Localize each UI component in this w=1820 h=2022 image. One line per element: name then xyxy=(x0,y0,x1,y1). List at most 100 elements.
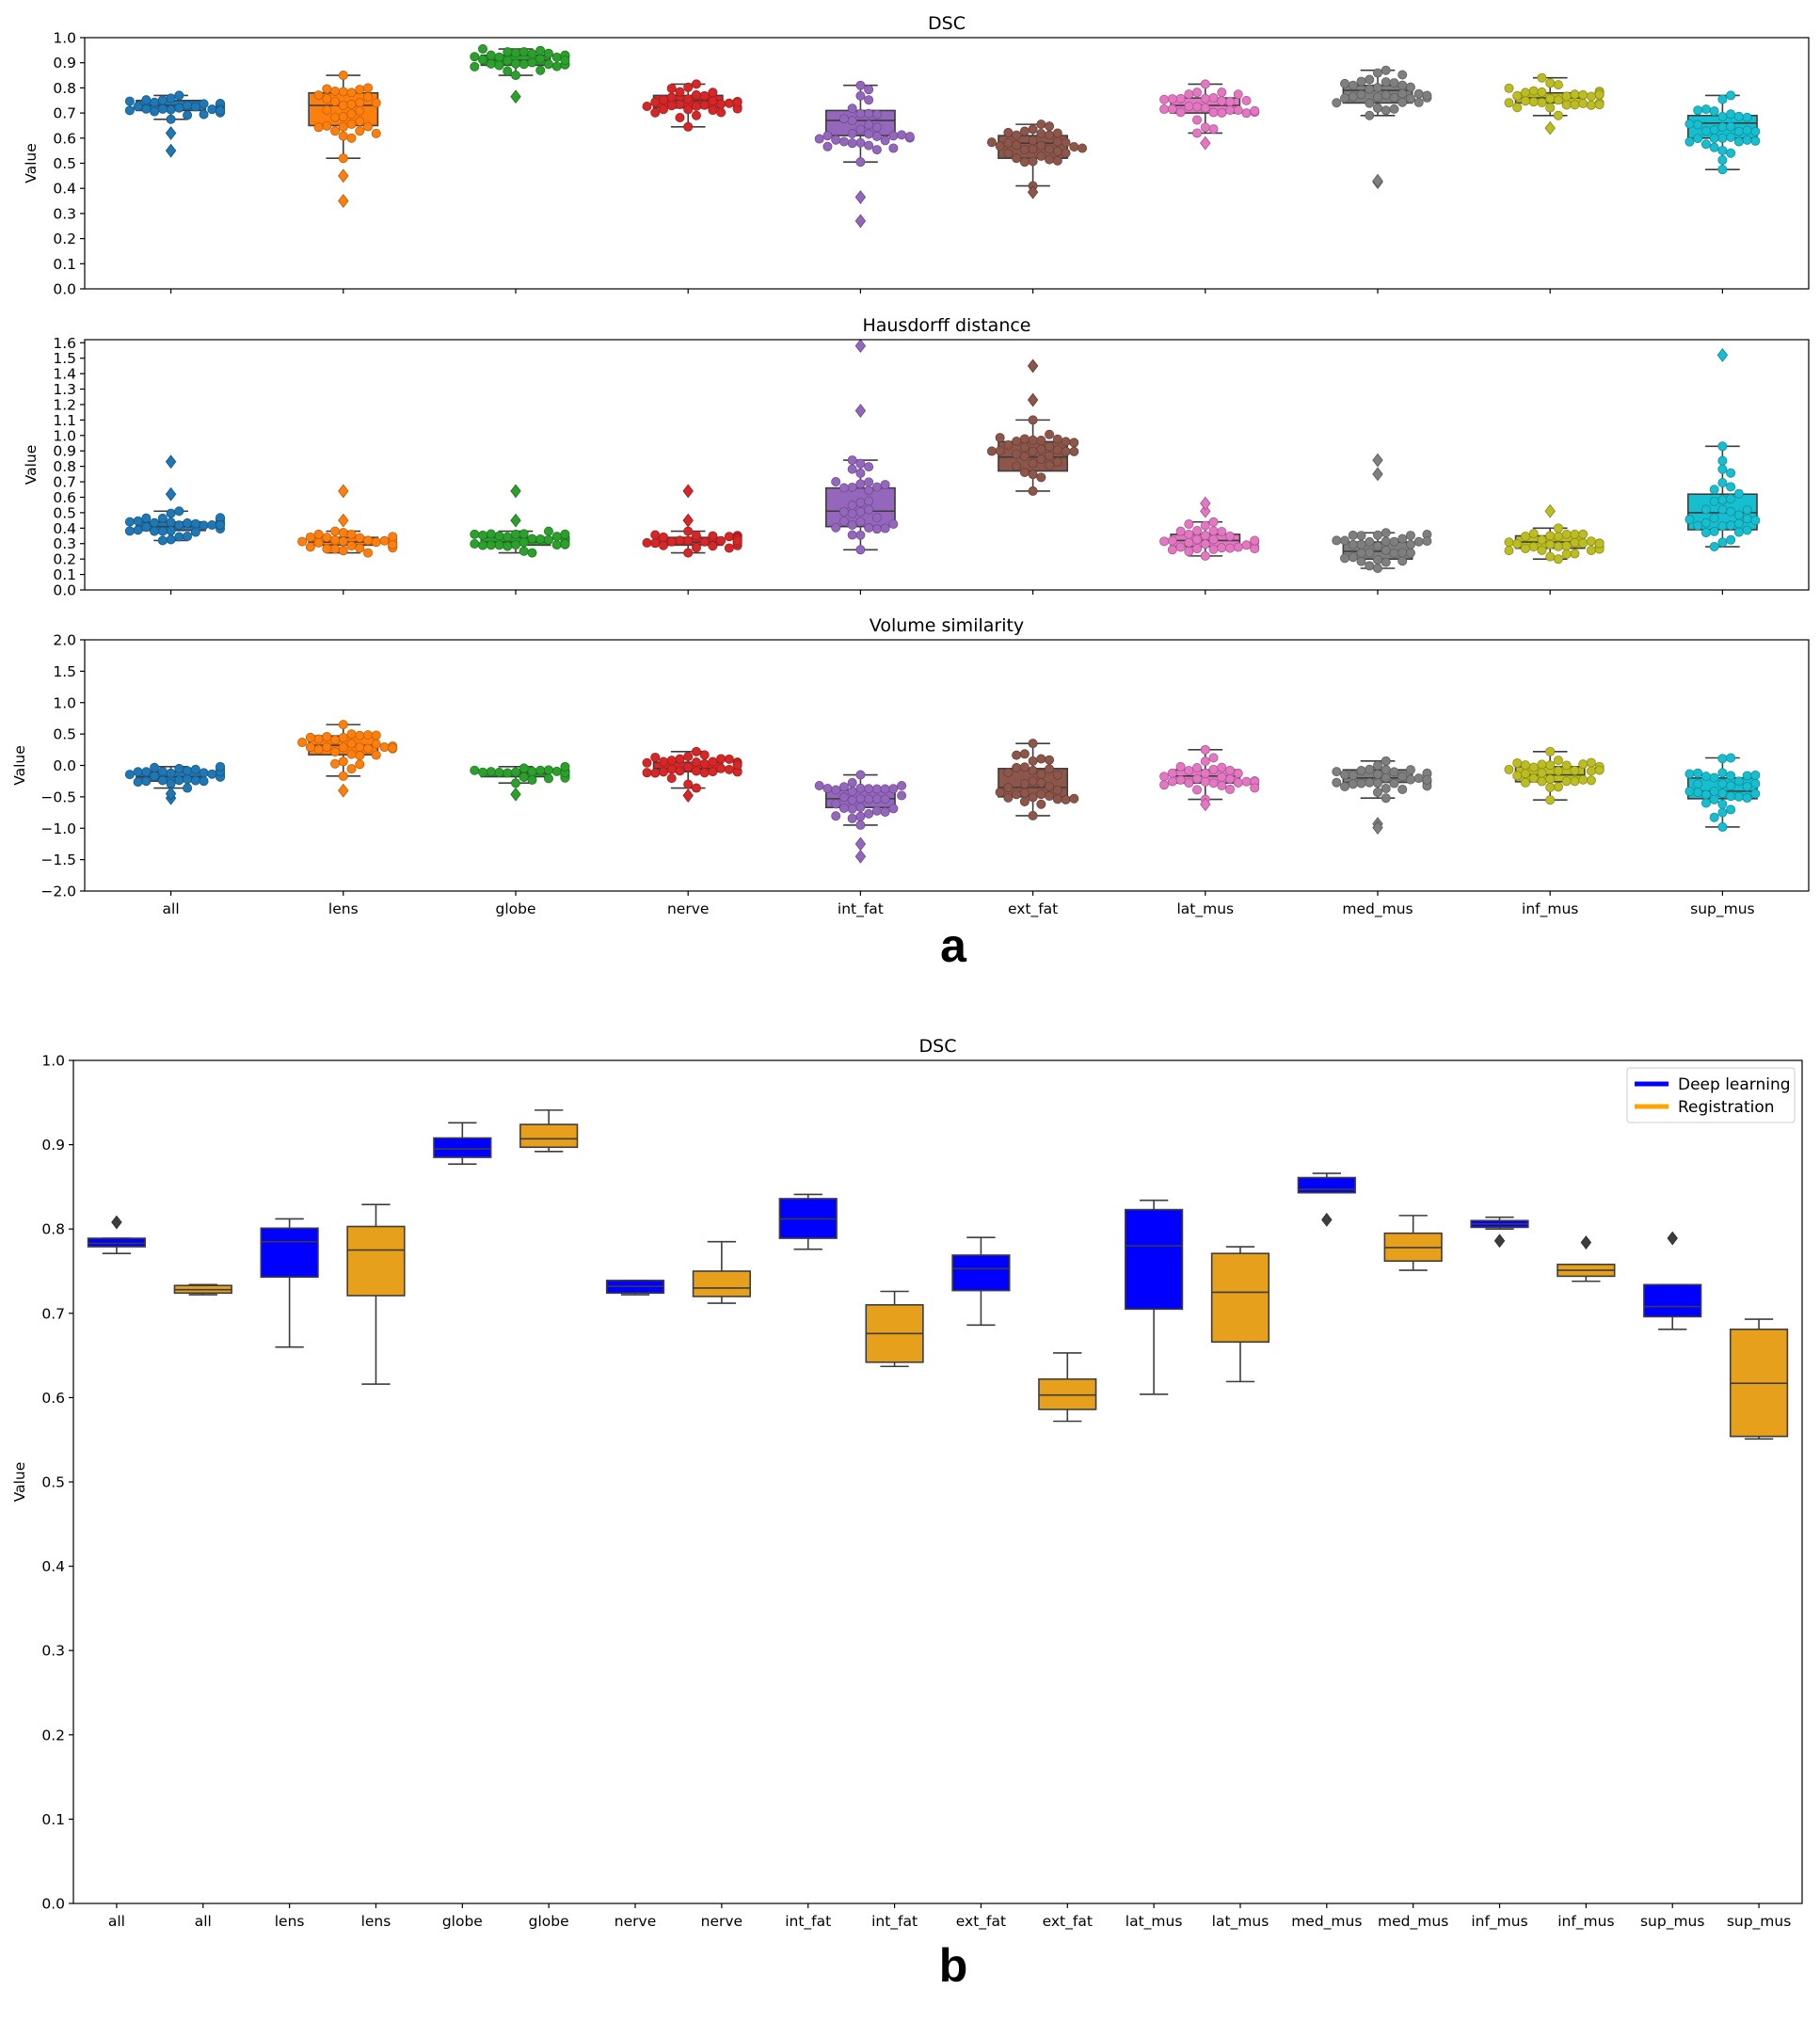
swarm-point xyxy=(1717,754,1728,764)
swarm-point xyxy=(1561,529,1572,539)
swarm-point xyxy=(1028,446,1038,456)
swarm-point xyxy=(1225,765,1236,775)
y-tick-label: −0.5 xyxy=(40,788,76,805)
swarm-point xyxy=(1348,779,1358,789)
swarm-point xyxy=(1217,96,1227,106)
swarm-point xyxy=(133,516,143,526)
swarm-point xyxy=(683,121,694,132)
x-tick-label: lat_mus xyxy=(1176,900,1234,918)
swarm-point xyxy=(1225,531,1236,541)
swarm-point xyxy=(1217,781,1227,791)
swarm-point xyxy=(1012,461,1022,471)
swarm-point xyxy=(847,813,857,823)
x-tick-label: med_mus xyxy=(1342,900,1413,918)
swarm-point xyxy=(1233,89,1243,100)
swarm-point xyxy=(305,542,315,552)
swarm-point xyxy=(1512,758,1523,769)
swarm-point xyxy=(1570,100,1580,110)
swarm-point xyxy=(1537,776,1547,787)
y-tick-label: 0.0 xyxy=(53,281,76,298)
swarm-point xyxy=(831,811,841,821)
swarm-point xyxy=(174,90,184,101)
swarm-point xyxy=(1389,78,1399,88)
swarm-point xyxy=(1528,97,1539,107)
swarm-point xyxy=(995,141,1005,151)
swarm-point xyxy=(1036,754,1046,764)
swarm-point xyxy=(897,130,907,140)
swarm-point xyxy=(1167,94,1177,104)
swarm-point xyxy=(1733,111,1744,121)
swarm-point xyxy=(1545,774,1556,785)
swarm-point xyxy=(683,779,694,789)
swarm-point xyxy=(1389,536,1399,547)
swarm-point xyxy=(1052,434,1062,444)
swarm-point xyxy=(1512,103,1523,113)
x-tick-label: inf_mus xyxy=(1557,1913,1614,1931)
swarm-point xyxy=(691,79,701,89)
swarm-point xyxy=(543,534,553,545)
box-inf_mus xyxy=(1504,503,1604,565)
swarm-point xyxy=(330,544,341,554)
swarm-point xyxy=(1570,765,1580,775)
box-nerve xyxy=(642,79,742,132)
swarm-point xyxy=(330,112,341,122)
swarm-point xyxy=(831,477,841,487)
swarm-point xyxy=(166,114,176,124)
swarm-point xyxy=(330,126,341,136)
swarm-point xyxy=(494,52,504,62)
swarm-point xyxy=(1717,821,1728,832)
swarm-point xyxy=(650,752,661,762)
box-nerve xyxy=(605,1280,665,1296)
swarm-point xyxy=(1208,517,1219,527)
box-iqr xyxy=(1210,1252,1270,1344)
swarm-point xyxy=(708,531,718,541)
swarm-point xyxy=(1019,452,1030,462)
swarm-point xyxy=(166,517,176,528)
swarm-point xyxy=(855,458,866,469)
swarm-point xyxy=(1159,104,1170,115)
swarm-point xyxy=(322,533,332,543)
swarm-point xyxy=(486,50,496,60)
swarm-point xyxy=(1742,781,1752,791)
swarm-point xyxy=(1233,105,1243,116)
swarm-point xyxy=(1693,520,1703,531)
x-tick-label: all xyxy=(195,1913,212,1930)
swarm-point xyxy=(338,720,348,730)
swarm-point xyxy=(1397,548,1408,558)
swarm-point xyxy=(363,121,374,132)
swarm-point xyxy=(1733,791,1744,802)
swarm-point xyxy=(1365,74,1375,85)
box-lat_mus xyxy=(1210,1246,1270,1383)
swarm-point xyxy=(338,87,348,97)
swarm-point xyxy=(732,760,742,771)
swarm-point xyxy=(1208,93,1219,103)
swarm-point xyxy=(1405,765,1415,775)
swarm-point xyxy=(880,523,890,533)
swarm-point xyxy=(183,101,193,111)
swarm-point xyxy=(864,119,874,130)
swarm-point xyxy=(1036,129,1046,139)
swarm-point xyxy=(1553,532,1563,542)
swarm-point xyxy=(1709,542,1719,552)
swarm-point xyxy=(1578,759,1589,770)
swarm-point xyxy=(1528,542,1539,552)
swarm-point xyxy=(150,762,160,772)
box-lat_mus xyxy=(1159,496,1260,561)
x-tick-label: sup_mus xyxy=(1640,1913,1705,1931)
swarm-point xyxy=(543,526,553,536)
swarm-point xyxy=(995,446,1005,456)
swarm-point xyxy=(880,784,890,794)
swarm-point xyxy=(174,763,184,773)
swarm-point xyxy=(124,526,135,536)
swarm-point xyxy=(1159,772,1170,782)
y-tick-label: 0.1 xyxy=(41,1811,65,1828)
swarm-point xyxy=(1700,517,1711,528)
swarm-point xyxy=(1348,539,1358,549)
swarm-point xyxy=(1028,156,1038,167)
box-all xyxy=(124,90,226,158)
swarm-point xyxy=(1045,460,1055,470)
swarm-point xyxy=(1365,561,1375,571)
swarm-point xyxy=(1717,464,1728,474)
swarm-point xyxy=(1208,534,1219,545)
swarm-point xyxy=(1586,545,1596,555)
